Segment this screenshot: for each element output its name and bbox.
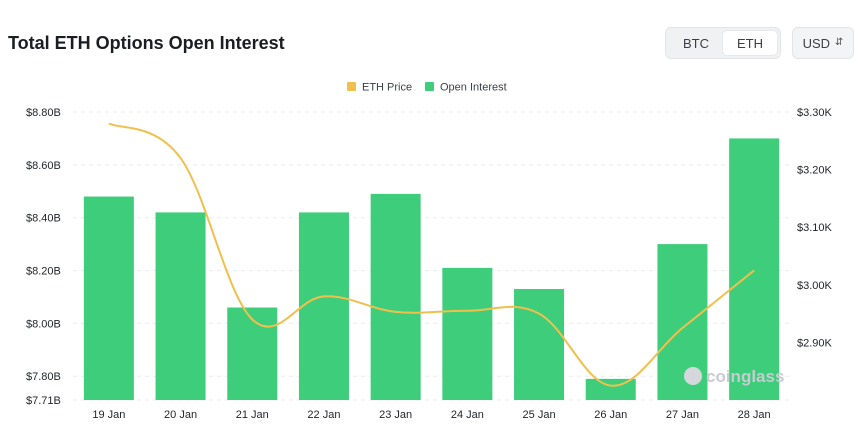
x-tick-label: 23 Jan [379,409,412,421]
x-tick-label: 21 Jan [236,409,269,421]
y-left-tick-label: $8.20B [26,266,61,278]
legend-label-eth-price[interactable]: ETH Price [362,82,412,94]
page-title: Total ETH Options Open Interest [8,33,285,53]
y-axis-left: $7.71B $7.80B $8.00B $8.20B $8.40B $8.60B $8.8… [26,107,61,407]
bar[interactable] [514,289,565,400]
watermark: coinglass [684,367,784,386]
legend-swatch-open-interest [425,82,434,91]
watermark-text: coinglass [706,367,784,386]
y-left-tick-label: $8.40B [26,213,61,225]
y-left-tick-label: $8.00B [26,318,61,330]
eth-price-line[interactable] [108,122,755,387]
bar[interactable] [370,193,421,400]
x-tick-label: 26 Jan [594,409,627,421]
line-series [108,122,755,387]
legend-swatch-eth-price [347,82,356,91]
x-tick-label: 19 Jan [92,409,125,421]
x-tick-label: 27 Jan [666,409,699,421]
x-tick-label: 20 Jan [164,409,197,421]
watermark-logo-icon [684,367,702,385]
currency-select[interactable]: USD ⇵ [792,27,854,59]
currency-value: USD [802,35,831,51]
y-left-tick-label: $7.71B [26,395,61,407]
y-right-tick-label: $3.20K [797,165,833,177]
x-tick-label: 24 Jan [451,409,484,421]
tab-btc[interactable]: BTC [683,35,709,51]
y-right-tick-label: $3.10K [797,222,833,234]
y-right-tick-label: $3.00K [797,280,833,292]
y-right-tick-label: $2.90K [797,337,833,349]
legend: ETH Price Open Interest [347,82,507,94]
y-left-tick-label: $8.80B [26,107,61,119]
x-axis: 19 Jan 20 Jan 21 Jan 22 Jan 23 Jan 24 Jan 25 J… [92,409,770,421]
bar[interactable] [227,307,278,400]
tab-eth[interactable]: ETH [723,31,777,55]
bar-series [83,138,780,401]
bar[interactable] [83,196,134,400]
bar[interactable] [729,138,780,401]
y-left-tick-label: $8.60B [26,160,61,172]
y-right-tick-label: $3.30K [797,107,833,119]
bar[interactable] [155,212,206,400]
asset-toggle: BTC ETH [665,27,781,59]
legend-label-open-interest[interactable]: Open Interest [440,82,507,94]
bar[interactable] [298,212,349,400]
y-left-tick-label: $7.80B [26,371,61,383]
x-tick-label: 25 Jan [523,409,556,421]
y-axis-right: $2.90K $3.00K $3.10K $3.20K $3.30K [797,107,833,349]
x-tick-label: 22 Jan [307,409,340,421]
x-tick-label: 28 Jan [738,409,771,421]
chevron-updown-icon: ⇵ [835,37,844,48]
bar[interactable] [442,267,493,400]
